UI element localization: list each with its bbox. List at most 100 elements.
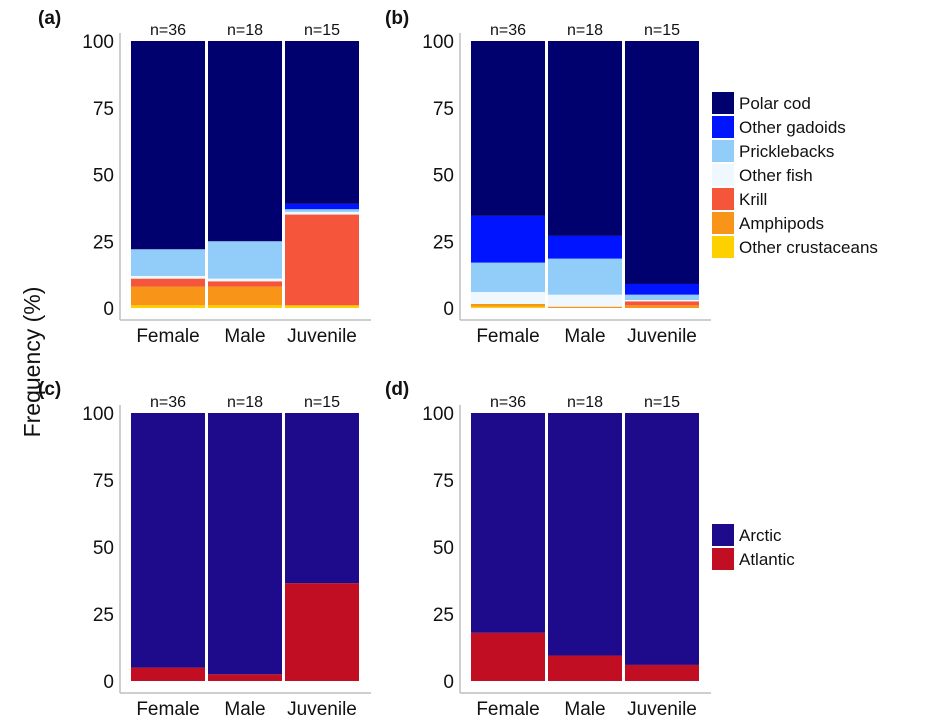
bar-segment (548, 413, 622, 656)
legend-label: Arctic (739, 526, 782, 545)
bar-segment (625, 294, 699, 300)
y-tick-label: 100 (422, 404, 454, 425)
legend-label: Other gadoids (739, 118, 846, 137)
legend-swatch (712, 140, 734, 162)
y-tick-label: 25 (433, 232, 454, 253)
legend-swatch (712, 188, 734, 210)
bar-segment (285, 211, 359, 215)
bar-segment (208, 281, 282, 287)
bar-segment (471, 306, 545, 308)
legend-label: Other fish (739, 166, 813, 185)
bar-segment (131, 278, 205, 287)
y-tick-label: 75 (433, 471, 454, 492)
legend-swatch (712, 116, 734, 138)
x-tick-label: Juvenile (287, 699, 357, 720)
sample-size-label: n=15 (644, 22, 680, 39)
y-tick-label: 50 (433, 166, 454, 187)
x-tick-label: Male (224, 326, 265, 347)
bar-segment (208, 674, 282, 681)
bar-segment (548, 235, 622, 259)
legend-prey: Polar cod Other gadoids Pricklebacks Other … (712, 92, 878, 258)
x-tick-label: Male (564, 326, 605, 347)
bar-segment (131, 667, 205, 681)
bar-segment (471, 413, 545, 633)
bar-segment (285, 214, 359, 306)
bar-segment (625, 41, 699, 284)
sample-size-label: n=18 (227, 22, 263, 39)
bar-segment (548, 655, 622, 681)
legend-label: Pricklebacks (739, 142, 834, 161)
sample-size-label: n=36 (490, 394, 526, 411)
panel-label: (d) (385, 379, 409, 400)
y-tick-label: 50 (93, 538, 114, 559)
bar-segment (471, 215, 545, 263)
bar-segment (285, 305, 359, 308)
y-tick-label: 25 (93, 232, 114, 253)
panels: (a) 0 25 50 75 100 Female n=36 Male n=18 Juvenile n… (38, 8, 711, 720)
sample-size-label: n=36 (490, 22, 526, 39)
bar-segment (548, 294, 622, 307)
bar-segment (625, 299, 699, 302)
bar-segment (625, 305, 699, 308)
y-tick-label: 75 (93, 99, 114, 120)
bar-segment (625, 301, 699, 306)
bar-segment (131, 286, 205, 306)
y-tick-label: 75 (433, 99, 454, 120)
y-tick-label: 100 (82, 32, 114, 53)
bar-segment (471, 291, 545, 304)
y-tick-label: 50 (433, 538, 454, 559)
bar-segment (471, 262, 545, 292)
legend-swatch (712, 164, 734, 186)
legend-swatch (712, 212, 734, 234)
panel-b: (b) 0 25 50 75 100 Female n=36 Male n=18 Juvenile n… (385, 8, 711, 347)
bar-segment (471, 41, 545, 216)
panel-d: (d) 0 25 50 75 100 Female n=36 Male n=18 Juvenile n… (385, 379, 711, 720)
y-tick-label: 75 (93, 471, 114, 492)
y-tick-label: 0 (103, 299, 114, 320)
legend-origin: Arctic Atlantic (712, 524, 795, 570)
sample-size-label: n=18 (567, 394, 603, 411)
panel-label: (a) (38, 8, 61, 29)
x-tick-label: Juvenile (627, 699, 697, 720)
y-tick-label: 25 (433, 605, 454, 626)
x-tick-label: Female (476, 326, 539, 347)
panel-label: (c) (38, 379, 61, 400)
bar-segment (548, 306, 622, 308)
bar-segment (208, 305, 282, 308)
bar-segment (471, 303, 545, 307)
sample-size-label: n=15 (304, 22, 340, 39)
x-tick-label: Female (476, 699, 539, 720)
legend-swatch (712, 236, 734, 258)
legend-label: Amphipods (739, 214, 824, 233)
bar-segment (285, 41, 359, 204)
bar-segment (131, 41, 205, 250)
y-tick-label: 25 (93, 605, 114, 626)
sample-size-label: n=18 (227, 394, 263, 411)
legend-swatch (712, 524, 734, 546)
bar-segment (285, 203, 359, 210)
y-tick-label: 100 (422, 32, 454, 53)
y-tick-label: 0 (443, 672, 454, 693)
legend-swatch (712, 92, 734, 114)
bar-segment (208, 41, 282, 242)
bar-segment (285, 209, 359, 212)
x-tick-label: Male (564, 699, 605, 720)
panel-label: (b) (385, 8, 409, 29)
legend-label: Atlantic (739, 550, 795, 569)
y-axis-label: Frequency (%) (19, 287, 45, 438)
sample-size-label: n=18 (567, 22, 603, 39)
legend-swatch (712, 548, 734, 570)
x-tick-label: Female (136, 699, 199, 720)
bar-segment (548, 41, 622, 236)
bar-segment (285, 583, 359, 681)
legend-label: Polar cod (739, 94, 811, 113)
bar-segment (208, 241, 282, 279)
sample-size-label: n=15 (304, 394, 340, 411)
y-tick-label: 0 (103, 672, 114, 693)
x-tick-label: Juvenile (287, 326, 357, 347)
legend-label: Krill (739, 190, 767, 209)
bar-segment (131, 275, 205, 279)
sample-size-label: n=36 (150, 22, 186, 39)
bar-segment (625, 664, 699, 681)
bar-segment (625, 413, 699, 665)
